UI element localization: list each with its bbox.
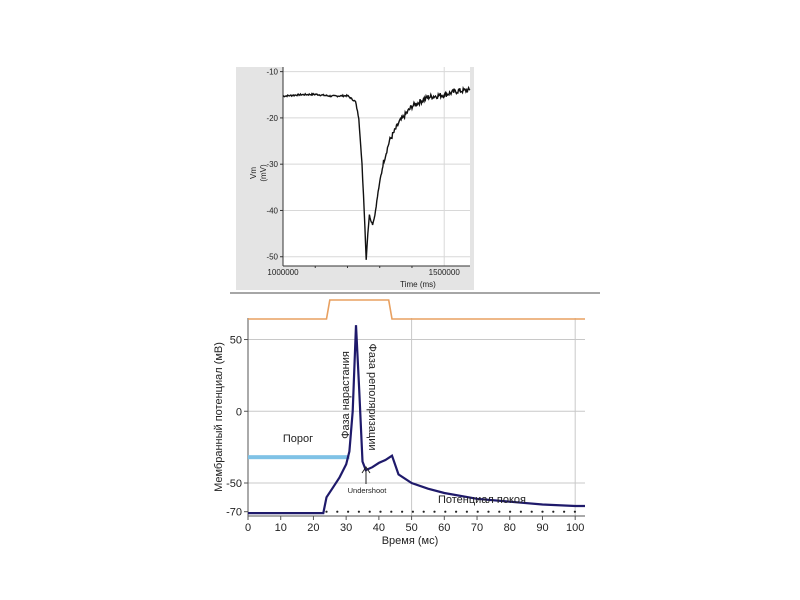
resting-dot — [455, 510, 458, 513]
stimulus-trace — [248, 299, 585, 320]
bottom-xtick-label: 0 — [245, 522, 251, 534]
resting-dot — [563, 510, 566, 513]
undershoot-label: Undershoot — [348, 486, 388, 495]
resting-dot — [444, 510, 447, 513]
threshold-line — [248, 455, 350, 460]
bottom-xtick-label: 80 — [504, 522, 516, 534]
top-chart: -10 -20 -30 -40 -50 1000000 1500000 Vm (mV) Ti… — [236, 67, 474, 290]
bottom-ticks: 500-50-700 10 20 30 40 50 60 70 80 90 100 — [226, 335, 584, 534]
top-ylabel-mv: (mV) — [259, 164, 268, 182]
bottom-gridlines — [248, 318, 585, 516]
top-xtick-label: 1000000 — [267, 268, 299, 277]
bottom-xtick-label: 30 — [340, 522, 352, 534]
resting-dot — [379, 510, 382, 513]
bottom-xtick-label: 60 — [438, 522, 450, 534]
resting-potential-label: Потенциал покоя — [438, 494, 526, 506]
resting-dot — [552, 510, 555, 513]
top-xtick-label: 1500000 — [429, 268, 461, 277]
bottom-xtick-label: 20 — [307, 522, 319, 534]
rising-phase-label: Фаза нарастания — [340, 351, 352, 439]
resting-dot — [401, 510, 404, 513]
resting-dot — [336, 510, 339, 513]
top-ytick-label: -50 — [266, 253, 278, 262]
action-potential-trace — [247, 325, 585, 515]
resting-dot — [509, 510, 512, 513]
bottom-ytick-label: 50 — [230, 335, 242, 347]
top-vm-trace — [282, 85, 471, 260]
resting-dot — [541, 510, 544, 513]
top-ticks: -10 -20 -30 -40 -50 1000000 1500000 — [266, 68, 460, 277]
top-ytick-label: -30 — [266, 160, 278, 169]
bottom-xtick-label: 90 — [536, 522, 548, 534]
bottom-ylabel: Мембранный потенциал (мВ) — [213, 342, 225, 492]
bottom-xtick-label: 70 — [471, 522, 483, 534]
resting-dot — [433, 510, 436, 513]
resting-dot — [530, 510, 533, 513]
top-plot-area — [283, 67, 470, 266]
threshold-label: Порог — [283, 433, 313, 445]
top-ytick-label: -40 — [266, 206, 278, 215]
resting-dot — [498, 510, 501, 513]
resting-dot — [411, 510, 414, 513]
resting-dot — [519, 510, 523, 513]
resting-dot — [476, 510, 479, 513]
top-xlabel: Time (ms) — [400, 280, 436, 289]
resting-dot — [368, 510, 371, 513]
bottom-ytick-label: 0 — [236, 406, 242, 418]
bottom-xtick-label: 40 — [373, 522, 385, 534]
resting-dot — [357, 510, 360, 513]
bottom-ytick-label: -50 — [226, 478, 242, 490]
bottom-xlabel: Время (мс) — [382, 535, 439, 547]
repolarization-phase-label: Фаза реполяризации — [366, 343, 378, 450]
bottom-xtick-label: 50 — [405, 522, 417, 534]
resting-dot — [465, 510, 468, 513]
top-ytick-label: -10 — [266, 68, 278, 77]
resting-dot — [325, 510, 328, 513]
resting-dot — [347, 510, 350, 513]
resting-dot — [487, 510, 490, 513]
resting-dot — [573, 510, 577, 513]
bottom-xtick-label: 100 — [566, 522, 584, 534]
resting-potential-dots — [325, 510, 577, 513]
bottom-ytick-label: -70 — [226, 507, 242, 519]
bottom-xtick-label: 10 — [275, 522, 287, 534]
top-ytick-label: -20 — [266, 114, 278, 123]
undershoot-arrowhead — [361, 466, 371, 474]
resting-dot — [422, 510, 425, 513]
bottom-chart: 500-50-700 10 20 30 40 50 60 70 80 90 100 Порог Фа… — [213, 299, 585, 547]
resting-dot — [390, 510, 393, 513]
top-ylabel-vm: Vm — [249, 167, 258, 179]
